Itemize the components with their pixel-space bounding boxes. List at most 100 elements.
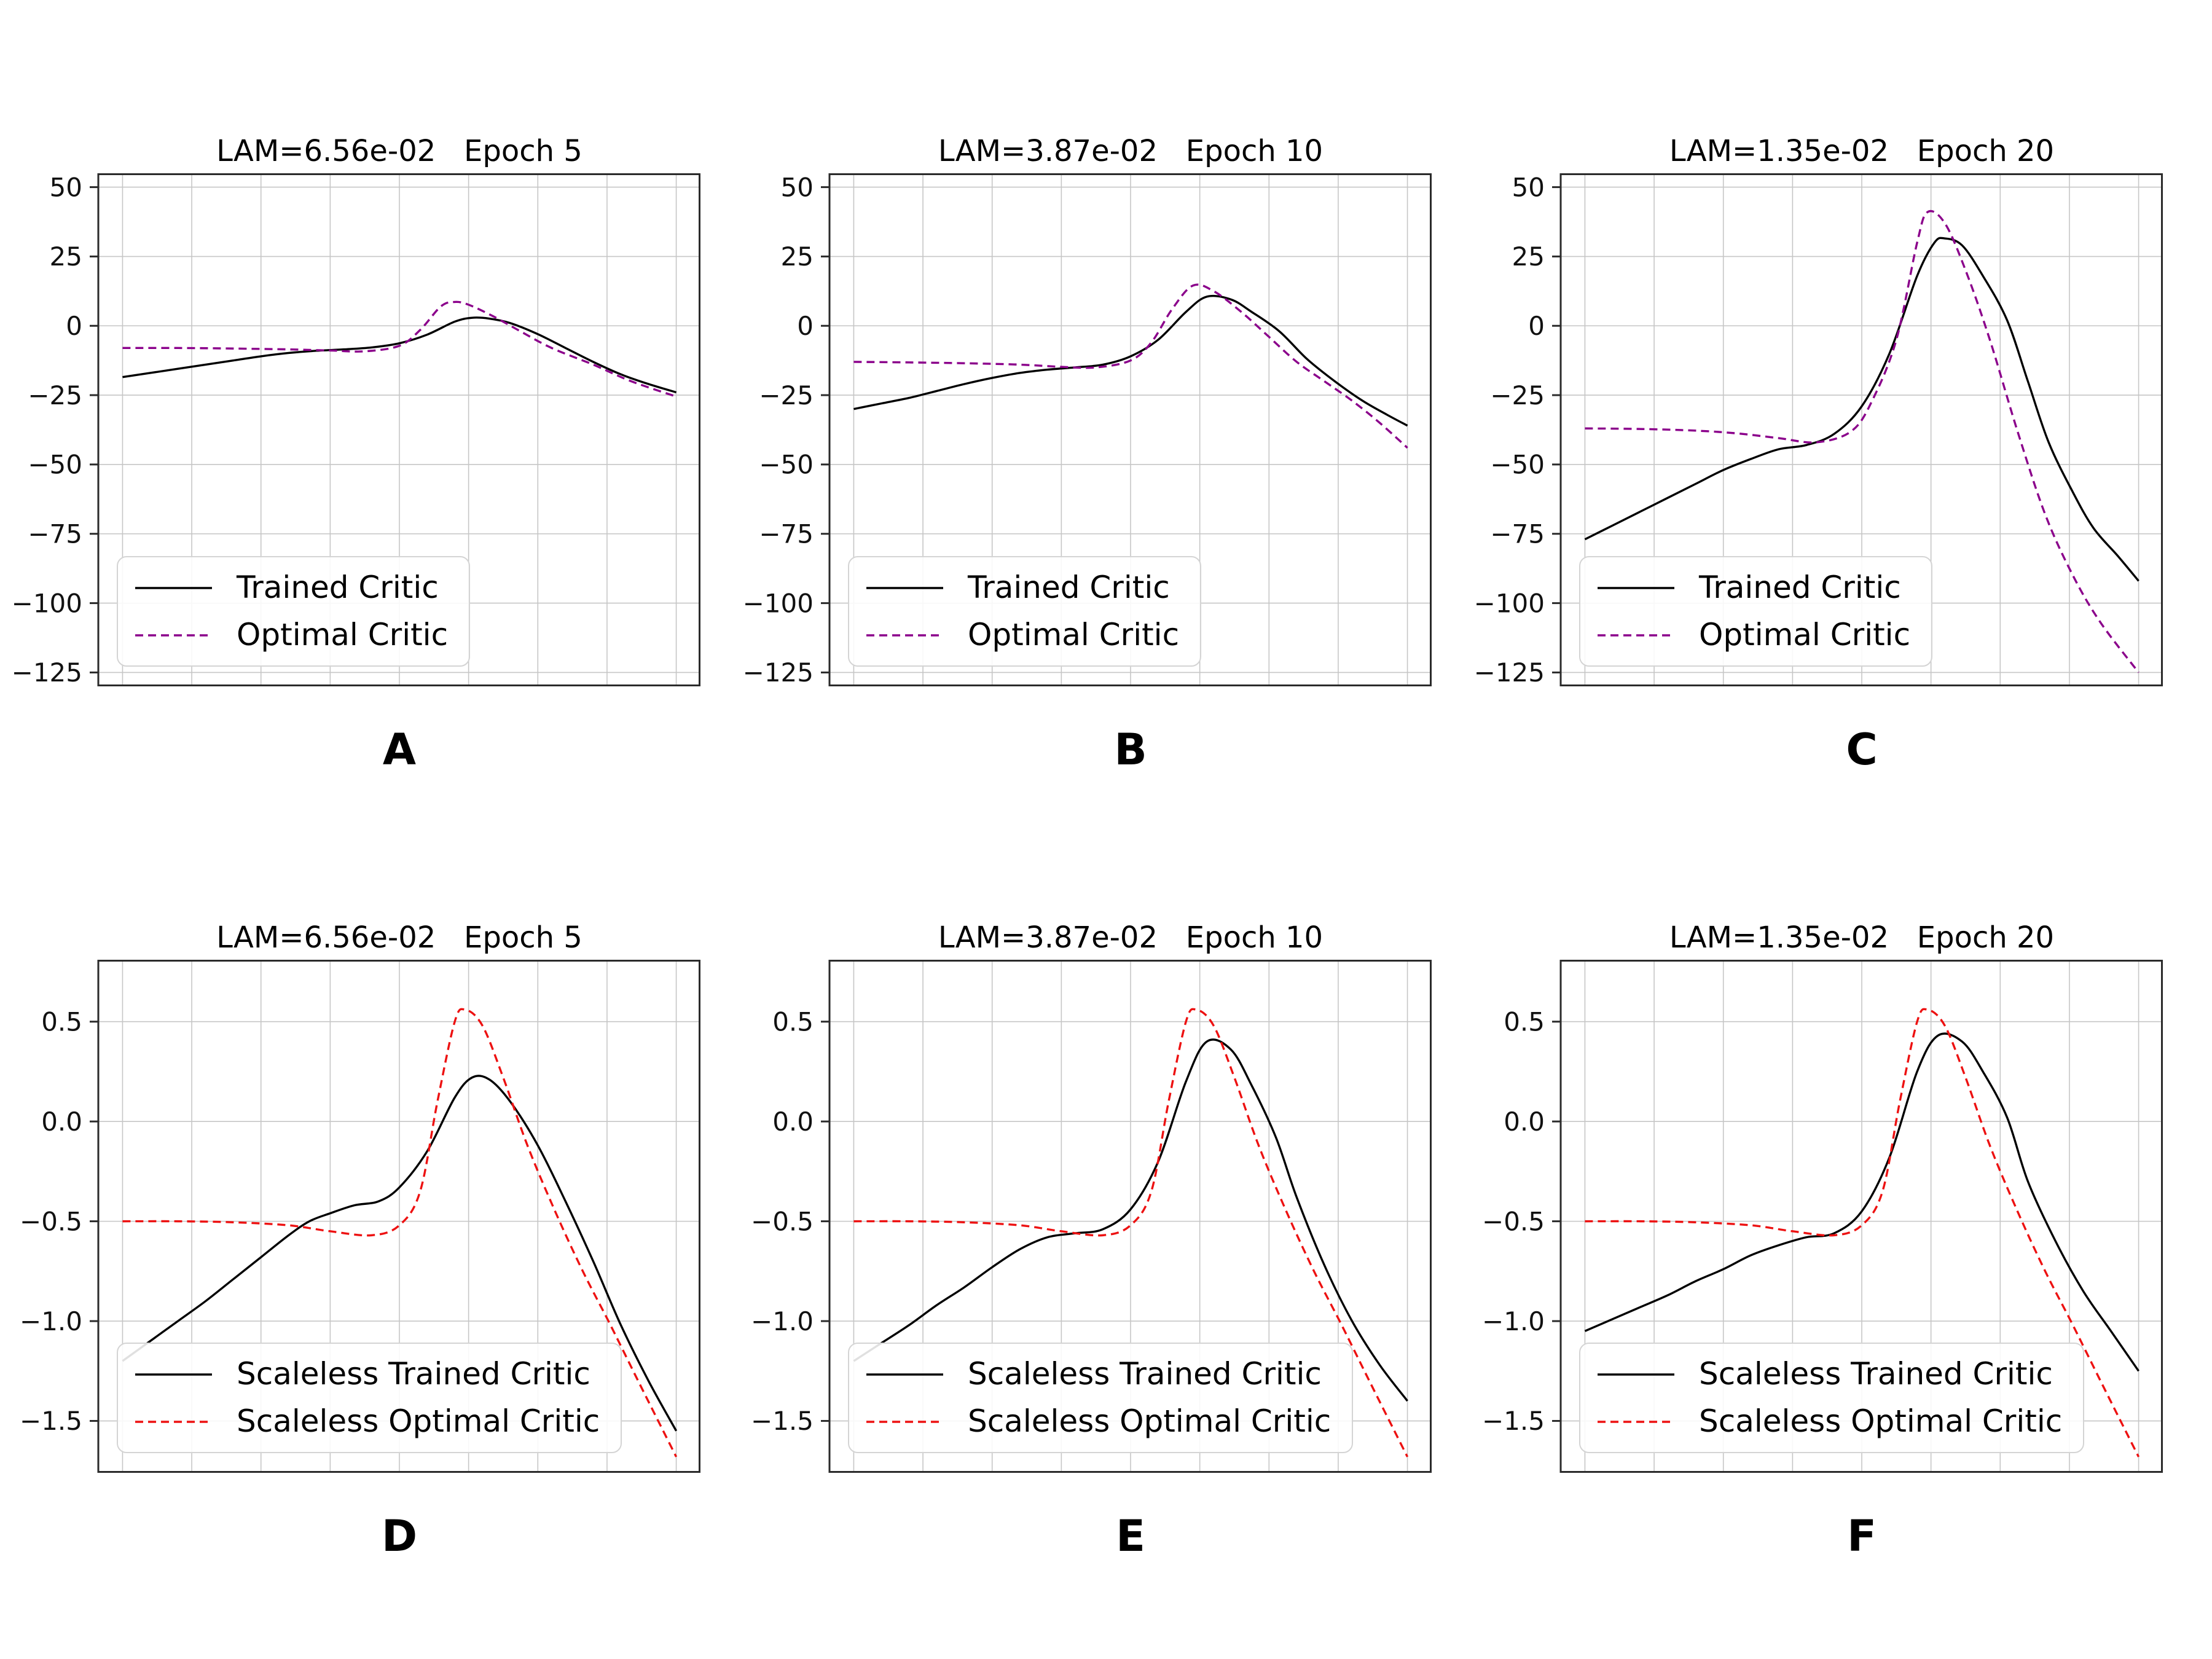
legend-line-solid-icon	[135, 1373, 212, 1376]
svg-text:−50: −50	[759, 450, 814, 480]
legend-entry: Scaleless Trained Critic	[135, 1357, 600, 1391]
svg-text:50: 50	[1512, 173, 1545, 202]
legend: Trained Critic Optimal Critic	[117, 556, 471, 667]
chart-title: LAM=6.56e-02 Epoch 5	[216, 920, 582, 955]
legend-label: Scaleless Optimal Critic	[1699, 1403, 2063, 1439]
svg-text:0.0: 0.0	[41, 1107, 82, 1137]
legend-label: Optimal Critic	[1699, 617, 1911, 653]
plot-area: 0.5 0.0 −0.5 −1.0 −1.5 Scaleless Trained Cri…	[1472, 960, 2163, 1473]
legend-entry: Scaleless Optimal Critic	[135, 1405, 600, 1438]
svg-text:0.5: 0.5	[41, 1006, 82, 1037]
legend-line-dashed-icon	[866, 633, 943, 637]
panel-letter: C	[1846, 724, 1878, 775]
legend-label: Optimal Critic	[237, 617, 449, 653]
svg-text:−0.5: −0.5	[751, 1206, 814, 1236]
legend-line-solid-icon	[1598, 586, 1674, 589]
legend-label: Trained Critic	[237, 570, 439, 605]
chart-canvas: 50 25 0 −25 −50 −75 −100 −125	[12, 173, 700, 686]
legend-label: Trained Critic	[968, 570, 1170, 605]
svg-text:−125: −125	[1474, 657, 1545, 686]
svg-text:50: 50	[781, 173, 814, 202]
svg-text:−25: −25	[28, 380, 82, 410]
svg-text:0: 0	[797, 311, 814, 341]
legend: Scaleless Trained Critic Scaleless Optim…	[1579, 1343, 2085, 1453]
plot-area: 50 25 0 −25 −50 −75 −100 −125 Trained Critic Op…	[9, 173, 700, 686]
legend-line-dashed-icon	[1598, 1420, 1674, 1423]
svg-text:−50: −50	[28, 450, 82, 480]
svg-text:−75: −75	[1490, 519, 1545, 549]
legend: Trained Critic Optimal Critic	[1579, 556, 1933, 667]
svg-text:−75: −75	[28, 519, 82, 549]
legend-line-solid-icon	[866, 586, 943, 589]
legend-entry: Optimal Critic	[866, 618, 1179, 652]
panel-D: LAM=6.56e-02 Epoch 5 0.5 0.0 −0.5 −1.0 −1.5 …	[9, 916, 700, 1561]
svg-text:−100: −100	[743, 588, 814, 618]
svg-text:−1.0: −1.0	[1482, 1306, 1545, 1336]
chart-title: LAM=1.35e-02 Epoch 20	[1669, 134, 2055, 168]
plot-area: 0.5 0.0 −0.5 −1.0 −1.5 Scaleless Trained Cri…	[9, 960, 700, 1473]
legend-line-dashed-icon	[135, 633, 212, 637]
chart-title: LAM=3.87e-02 Epoch 10	[938, 920, 1324, 955]
svg-text:−25: −25	[1490, 380, 1545, 410]
legend-label: Scaleless Optimal Critic	[237, 1403, 600, 1439]
svg-text:−100: −100	[12, 588, 82, 618]
svg-text:25: 25	[781, 241, 814, 272]
chart-title: LAM=3.87e-02 Epoch 10	[938, 134, 1324, 168]
legend-line-solid-icon	[135, 586, 212, 589]
legend: Scaleless Trained Critic Scaleless Optim…	[848, 1343, 1354, 1453]
panel-letter: F	[1847, 1511, 1877, 1561]
legend-entry: Optimal Critic	[1598, 618, 1910, 652]
svg-text:−1.0: −1.0	[20, 1306, 82, 1336]
chart-canvas: 50 25 0 −25 −50 −75 −100 −125	[1474, 173, 2163, 686]
legend-entry: Trained Critic	[866, 571, 1179, 605]
svg-text:−50: −50	[1490, 450, 1545, 480]
svg-text:0.0: 0.0	[772, 1107, 814, 1137]
legend: Scaleless Trained Critic Scaleless Optim…	[117, 1343, 622, 1453]
chart-title: LAM=6.56e-02 Epoch 5	[216, 134, 582, 168]
svg-text:25: 25	[50, 241, 82, 272]
svg-text:0: 0	[66, 311, 82, 341]
legend-line-dashed-icon	[135, 1420, 212, 1423]
panel-letter: E	[1116, 1511, 1145, 1561]
legend-line-solid-icon	[866, 1373, 943, 1376]
svg-text:−1.0: −1.0	[751, 1306, 814, 1336]
legend-entry: Scaleless Trained Critic	[866, 1357, 1331, 1391]
legend-label: Trained Critic	[1699, 570, 1901, 605]
svg-text:25: 25	[1512, 241, 1545, 272]
plot-area: 50 25 0 −25 −50 −75 −100 −125 Trained Critic Op…	[1472, 173, 2163, 686]
panel-letter: B	[1114, 724, 1147, 775]
plot-area: 0.5 0.0 −0.5 −1.0 −1.5 Scaleless Trained Cri…	[740, 960, 1432, 1473]
panel-C: LAM=1.35e-02 Epoch 20 50 25 0 −25 −50 −75 −100…	[1472, 129, 2163, 775]
legend-entry: Trained Critic	[135, 571, 448, 605]
svg-text:−25: −25	[759, 380, 814, 410]
svg-text:0.5: 0.5	[1504, 1006, 1545, 1037]
panel-E: LAM=3.87e-02 Epoch 10 0.5 0.0 −0.5 −1.0 −1.5…	[740, 916, 1432, 1561]
legend-line-solid-icon	[1598, 1373, 1674, 1376]
svg-text:0.0: 0.0	[1504, 1107, 1545, 1137]
svg-text:−100: −100	[1474, 588, 1545, 618]
chart-title: LAM=1.35e-02 Epoch 20	[1669, 920, 2055, 955]
svg-text:0: 0	[1528, 311, 1545, 341]
panel-letter: A	[382, 724, 417, 775]
legend-line-dashed-icon	[1598, 633, 1674, 637]
legend-label: Scaleless Trained Critic	[1699, 1356, 2053, 1392]
legend-line-dashed-icon	[866, 1420, 943, 1423]
svg-text:0.5: 0.5	[772, 1006, 814, 1037]
plot-area: 50 25 0 −25 −50 −75 −100 −125 Trained Critic Op…	[740, 173, 1432, 686]
chart-canvas: 0.5 0.0 −0.5 −1.0 −1.5	[751, 960, 1432, 1473]
svg-text:−75: −75	[759, 519, 814, 549]
svg-text:−125: −125	[12, 657, 82, 686]
svg-text:−1.5: −1.5	[20, 1406, 82, 1436]
legend-entry: Optimal Critic	[135, 618, 448, 652]
svg-text:−1.5: −1.5	[1482, 1406, 1545, 1436]
legend-entry: Scaleless Optimal Critic	[1598, 1405, 2062, 1438]
svg-text:50: 50	[50, 173, 82, 202]
panel-F: LAM=1.35e-02 Epoch 20 0.5 0.0 −0.5 −1.0 −1.5…	[1472, 916, 2163, 1561]
svg-text:−125: −125	[743, 657, 814, 686]
svg-text:−0.5: −0.5	[20, 1206, 82, 1236]
panel-B: LAM=3.87e-02 Epoch 10 50 25 0 −25 −50 −75 −100…	[740, 129, 1432, 775]
legend-entry: Scaleless Trained Critic	[1598, 1357, 2062, 1391]
legend: Trained Critic Optimal Critic	[848, 556, 1202, 667]
legend-label: Scaleless Optimal Critic	[968, 1403, 1332, 1439]
panel-A: LAM=6.56e-02 Epoch 5 50 25 0 −25 −50 −75 −100 −…	[9, 129, 700, 775]
